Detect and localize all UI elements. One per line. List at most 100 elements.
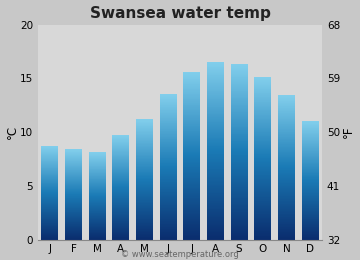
Bar — [254, 175, 271, 176]
Bar — [112, 189, 129, 190]
Bar — [183, 112, 201, 113]
Bar — [41, 209, 58, 210]
Bar — [159, 162, 177, 163]
Bar — [254, 130, 271, 131]
Bar — [254, 147, 271, 148]
Bar — [183, 169, 201, 170]
Bar — [183, 219, 201, 220]
Bar — [207, 125, 224, 126]
Bar — [136, 177, 153, 178]
Bar — [112, 215, 129, 216]
Bar — [302, 170, 319, 171]
Bar — [302, 167, 319, 168]
Bar — [89, 205, 106, 206]
Bar — [207, 200, 224, 202]
Bar — [112, 181, 129, 182]
Bar — [136, 140, 153, 141]
Bar — [41, 211, 58, 212]
Bar — [231, 121, 248, 122]
Bar — [207, 212, 224, 213]
Bar — [278, 170, 295, 171]
Bar — [136, 191, 153, 192]
Bar — [136, 167, 153, 168]
Bar — [136, 180, 153, 181]
Bar — [302, 182, 319, 183]
Bar — [207, 215, 224, 216]
Bar — [207, 184, 224, 185]
Bar — [65, 197, 82, 198]
Bar — [231, 217, 248, 218]
Bar — [183, 126, 201, 127]
Bar — [231, 117, 248, 118]
Bar — [159, 198, 177, 199]
Bar — [278, 172, 295, 173]
Bar — [65, 162, 82, 163]
Bar — [136, 208, 153, 209]
Bar — [278, 108, 295, 109]
Bar — [254, 159, 271, 160]
Bar — [136, 227, 153, 228]
Bar — [254, 231, 271, 232]
Bar — [159, 114, 177, 115]
Bar — [231, 189, 248, 190]
Bar — [207, 180, 224, 181]
Bar — [183, 131, 201, 132]
Bar — [65, 203, 82, 204]
Bar — [112, 208, 129, 209]
Bar — [89, 218, 106, 219]
Bar — [183, 134, 201, 135]
Bar — [41, 173, 58, 174]
Bar — [278, 158, 295, 159]
Bar — [159, 107, 177, 108]
Bar — [159, 227, 177, 228]
Bar — [207, 234, 224, 235]
Bar — [207, 227, 224, 228]
Bar — [207, 167, 224, 168]
Bar — [183, 84, 201, 85]
Bar — [231, 152, 248, 153]
Bar — [207, 235, 224, 236]
Bar — [112, 166, 129, 167]
Bar — [278, 213, 295, 214]
Bar — [183, 74, 201, 75]
Bar — [207, 65, 224, 66]
Bar — [112, 214, 129, 215]
Bar — [89, 193, 106, 194]
Bar — [254, 217, 271, 218]
Bar — [159, 135, 177, 136]
Bar — [231, 192, 248, 193]
Bar — [231, 79, 248, 80]
Bar — [207, 119, 224, 120]
Bar — [41, 147, 58, 148]
Bar — [231, 131, 248, 132]
Bar — [278, 120, 295, 121]
Bar — [89, 231, 106, 232]
Bar — [183, 229, 201, 230]
Bar — [231, 125, 248, 126]
Bar — [136, 148, 153, 149]
Bar — [207, 86, 224, 87]
Bar — [183, 113, 201, 114]
Bar — [231, 181, 248, 182]
Bar — [183, 227, 201, 228]
Bar — [207, 105, 224, 106]
Bar — [65, 188, 82, 189]
Bar — [207, 170, 224, 171]
Bar — [136, 212, 153, 213]
Bar — [112, 159, 129, 160]
Bar — [278, 119, 295, 120]
Bar — [41, 224, 58, 225]
Bar — [183, 75, 201, 76]
Bar — [41, 229, 58, 230]
Bar — [159, 140, 177, 141]
Bar — [183, 204, 201, 205]
Bar — [89, 215, 106, 216]
Bar — [231, 94, 248, 95]
Bar — [278, 114, 295, 115]
Bar — [231, 229, 248, 230]
Bar — [302, 157, 319, 158]
Bar — [278, 231, 295, 232]
Bar — [159, 180, 177, 181]
Bar — [254, 104, 271, 105]
Bar — [231, 200, 248, 201]
